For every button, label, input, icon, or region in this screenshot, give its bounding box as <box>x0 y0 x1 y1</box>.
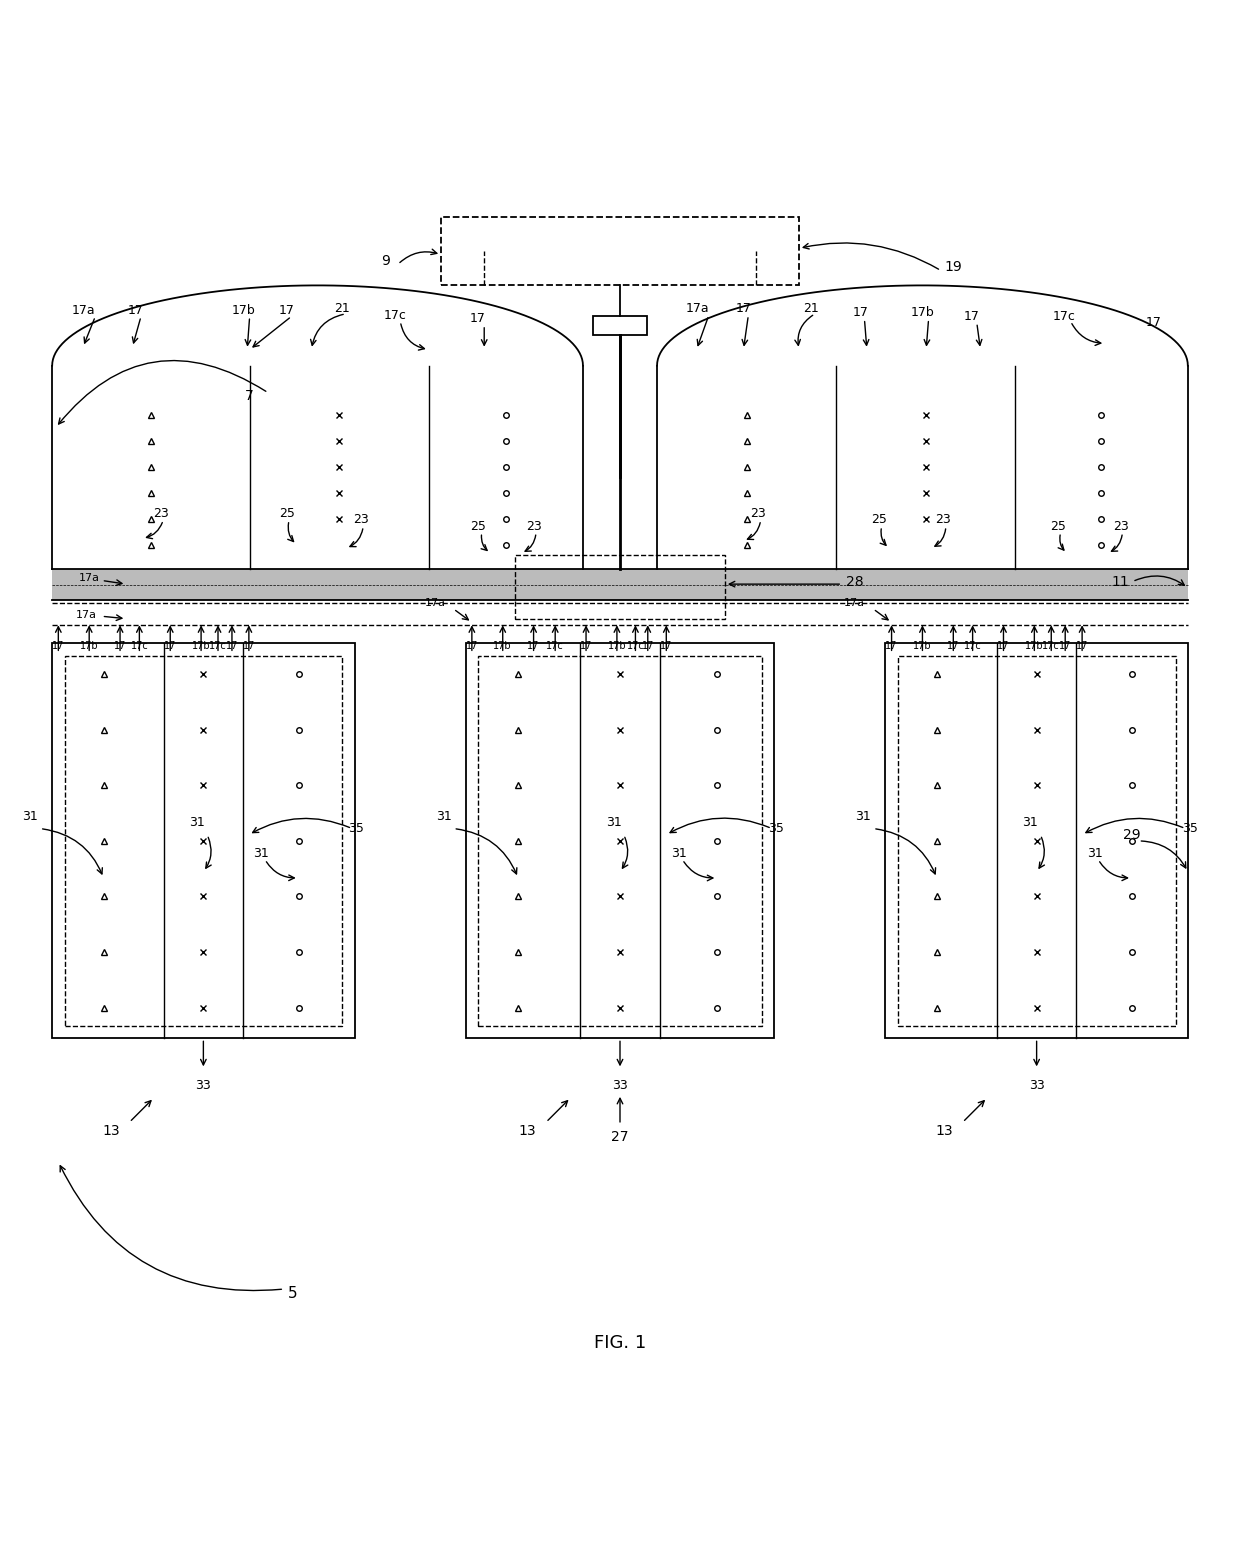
Text: 17: 17 <box>466 642 479 651</box>
Text: 17c: 17c <box>130 642 149 651</box>
Text: 9: 9 <box>381 254 389 267</box>
Text: 35: 35 <box>768 822 784 835</box>
Text: 17: 17 <box>947 642 960 651</box>
Text: 13: 13 <box>935 1124 952 1138</box>
Text: 17a: 17a <box>71 303 94 317</box>
Text: 17b: 17b <box>79 642 98 651</box>
Bar <box>515 555 725 618</box>
Text: 31: 31 <box>22 810 37 822</box>
Text: 17: 17 <box>226 642 238 651</box>
Text: 17: 17 <box>164 642 176 651</box>
Text: 17: 17 <box>997 642 1009 651</box>
Text: 17b: 17b <box>608 642 626 651</box>
Text: 17a: 17a <box>844 598 866 608</box>
Bar <box>593 317 647 335</box>
Bar <box>466 643 774 1039</box>
Text: 17: 17 <box>1059 642 1071 651</box>
Text: 25: 25 <box>279 507 295 521</box>
Text: 17: 17 <box>580 642 593 651</box>
Text: 17: 17 <box>885 642 898 651</box>
Text: 11: 11 <box>1111 575 1128 589</box>
Text: 23: 23 <box>750 507 766 521</box>
Text: 17: 17 <box>963 309 980 323</box>
Text: 17b: 17b <box>1025 642 1044 651</box>
Text: 17: 17 <box>735 303 751 315</box>
Text: 35: 35 <box>1182 822 1198 835</box>
Bar <box>52 569 1188 600</box>
Text: 25: 25 <box>470 519 486 533</box>
Text: 33: 33 <box>1029 1079 1044 1091</box>
Text: 17b: 17b <box>913 642 931 651</box>
Text: 17b: 17b <box>494 642 512 651</box>
Text: 17: 17 <box>279 303 295 317</box>
Text: 31: 31 <box>435 810 451 822</box>
Text: 28: 28 <box>846 575 863 589</box>
Text: 27: 27 <box>611 1130 629 1144</box>
Text: 13: 13 <box>518 1124 536 1138</box>
Text: 17: 17 <box>527 642 539 651</box>
Text: 23: 23 <box>153 507 169 521</box>
Text: 31: 31 <box>606 816 621 829</box>
Text: 17c: 17c <box>963 642 982 651</box>
Text: 31: 31 <box>1023 816 1038 829</box>
Bar <box>441 218 799 286</box>
Text: 35: 35 <box>348 822 365 835</box>
Text: 7: 7 <box>246 390 254 404</box>
Text: 17b: 17b <box>192 642 211 651</box>
Text: 17c: 17c <box>210 642 227 651</box>
Bar <box>52 643 355 1039</box>
Text: 17: 17 <box>641 642 653 651</box>
Text: 17a: 17a <box>78 574 99 583</box>
Text: 31: 31 <box>253 847 269 860</box>
Text: 17: 17 <box>128 303 144 317</box>
Bar <box>898 656 1176 1027</box>
Text: FIG. 1: FIG. 1 <box>594 1334 646 1353</box>
Text: 17c: 17c <box>626 642 645 651</box>
Text: 5: 5 <box>288 1286 298 1302</box>
Text: 13: 13 <box>102 1124 119 1138</box>
Text: 31: 31 <box>671 847 687 860</box>
Text: 17c: 17c <box>384 309 407 322</box>
Text: 23: 23 <box>1114 519 1130 533</box>
Text: 21: 21 <box>335 303 350 315</box>
Text: 23: 23 <box>935 513 951 527</box>
Bar <box>885 643 1188 1039</box>
Text: 31: 31 <box>856 810 870 822</box>
Text: 31: 31 <box>1086 847 1102 860</box>
Text: 33: 33 <box>613 1079 627 1091</box>
Text: 17a: 17a <box>424 598 445 608</box>
Text: 29: 29 <box>1123 827 1141 841</box>
Text: 23: 23 <box>353 513 368 527</box>
Text: 17: 17 <box>243 642 255 651</box>
Text: 17c: 17c <box>547 642 564 651</box>
Text: 25: 25 <box>1050 519 1066 533</box>
Text: 17: 17 <box>470 312 486 325</box>
Text: 17a: 17a <box>686 303 709 315</box>
Text: 17: 17 <box>1146 315 1161 329</box>
Text: 17: 17 <box>853 306 869 318</box>
Bar <box>64 656 342 1027</box>
Text: 17: 17 <box>114 642 126 651</box>
Text: 17: 17 <box>660 642 672 651</box>
Text: 17c: 17c <box>1053 309 1076 323</box>
Text: 25: 25 <box>872 513 887 527</box>
Text: 23: 23 <box>526 519 542 533</box>
Text: 17a: 17a <box>76 611 97 620</box>
Text: 21: 21 <box>804 303 820 315</box>
Bar <box>479 656 761 1027</box>
Text: 17c: 17c <box>1043 642 1060 651</box>
Text: 17b: 17b <box>232 303 255 317</box>
Text: 17: 17 <box>1076 642 1089 651</box>
Text: 17: 17 <box>52 642 64 651</box>
Text: 31: 31 <box>190 816 205 829</box>
Text: 33: 33 <box>196 1079 211 1091</box>
Text: 17b: 17b <box>910 306 934 318</box>
Text: 19: 19 <box>945 260 962 274</box>
